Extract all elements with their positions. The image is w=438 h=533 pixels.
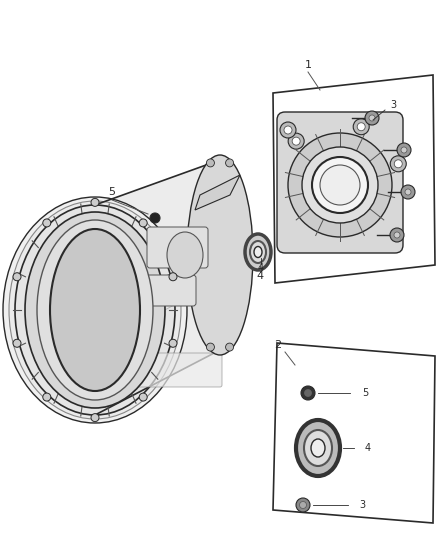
Text: 3: 3 [359, 500, 365, 510]
Circle shape [139, 219, 147, 227]
Circle shape [288, 133, 304, 149]
Ellipse shape [195, 160, 245, 350]
FancyBboxPatch shape [98, 353, 222, 387]
Circle shape [394, 160, 402, 168]
Ellipse shape [9, 201, 181, 419]
Circle shape [169, 340, 177, 348]
FancyBboxPatch shape [277, 112, 403, 253]
Text: 2: 2 [275, 340, 282, 350]
FancyBboxPatch shape [145, 275, 196, 306]
Circle shape [312, 157, 368, 213]
Ellipse shape [15, 205, 175, 415]
Circle shape [280, 122, 296, 138]
Circle shape [357, 123, 365, 131]
Ellipse shape [311, 439, 325, 457]
Circle shape [288, 133, 392, 237]
Polygon shape [273, 75, 435, 283]
Circle shape [139, 393, 147, 401]
Circle shape [292, 137, 300, 145]
Ellipse shape [167, 232, 203, 278]
Circle shape [300, 502, 307, 508]
Circle shape [206, 159, 215, 167]
Text: 5: 5 [109, 187, 116, 197]
Circle shape [365, 111, 379, 125]
Circle shape [206, 343, 215, 351]
Polygon shape [195, 175, 240, 210]
Circle shape [401, 147, 407, 153]
Circle shape [405, 189, 411, 195]
Circle shape [169, 273, 177, 281]
Text: 4: 4 [365, 443, 371, 453]
Text: 5: 5 [362, 388, 368, 398]
Circle shape [43, 393, 51, 401]
Ellipse shape [187, 155, 253, 355]
Circle shape [394, 232, 400, 238]
Ellipse shape [50, 229, 140, 391]
Circle shape [302, 147, 378, 223]
Circle shape [150, 213, 160, 223]
Circle shape [13, 273, 21, 281]
Circle shape [13, 340, 21, 348]
Circle shape [296, 498, 310, 512]
Circle shape [226, 159, 233, 167]
Ellipse shape [250, 241, 266, 263]
Circle shape [390, 156, 406, 172]
Polygon shape [273, 343, 435, 523]
Ellipse shape [254, 246, 262, 257]
Circle shape [226, 343, 233, 351]
Circle shape [320, 165, 360, 205]
Text: 1: 1 [304, 60, 311, 70]
Circle shape [301, 386, 315, 400]
Circle shape [284, 126, 292, 134]
Ellipse shape [304, 430, 332, 466]
Polygon shape [95, 160, 220, 415]
FancyBboxPatch shape [147, 227, 208, 268]
Ellipse shape [25, 212, 165, 408]
Ellipse shape [296, 420, 340, 476]
Text: 4: 4 [256, 271, 264, 281]
Circle shape [43, 219, 51, 227]
Ellipse shape [37, 220, 153, 400]
Circle shape [353, 119, 369, 135]
Text: 3: 3 [390, 100, 396, 110]
Ellipse shape [3, 197, 187, 423]
Circle shape [390, 228, 404, 242]
Circle shape [304, 390, 311, 397]
Text: 4: 4 [258, 263, 264, 273]
Circle shape [401, 185, 415, 199]
Circle shape [91, 414, 99, 422]
Ellipse shape [245, 234, 271, 270]
Circle shape [369, 115, 375, 121]
Circle shape [397, 143, 411, 157]
Circle shape [91, 198, 99, 206]
